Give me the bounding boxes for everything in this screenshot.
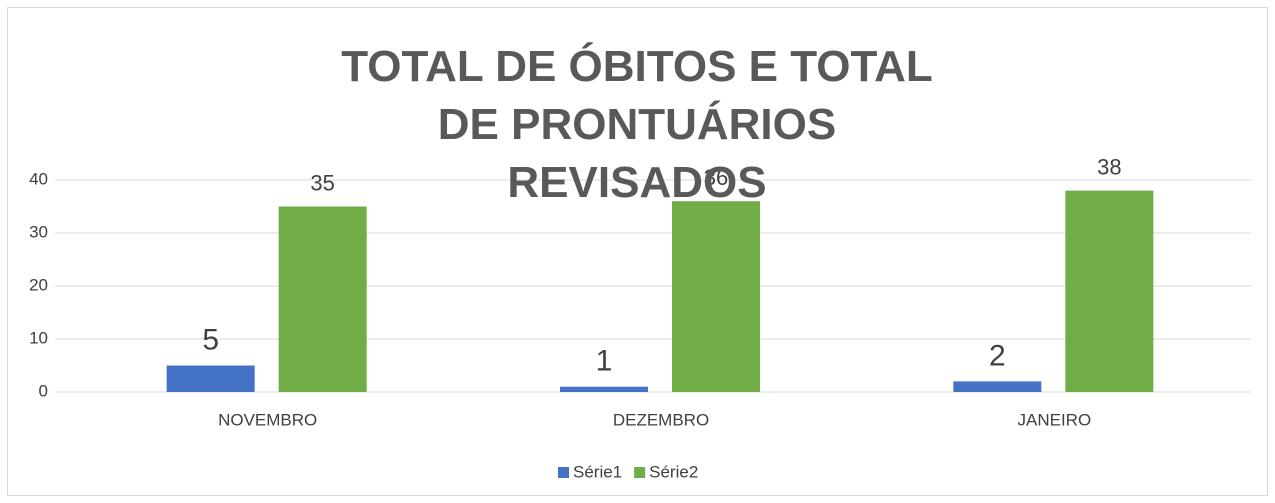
data-label: 2 <box>989 339 1006 372</box>
data-label: 1 <box>596 345 613 378</box>
legend-swatch <box>558 467 569 478</box>
y-tick-label: 10 <box>29 328 48 347</box>
bar <box>1065 190 1154 392</box>
bar <box>166 365 255 392</box>
y-tick-label: 30 <box>29 222 48 241</box>
data-label: 35 <box>310 170 334 195</box>
data-label: 38 <box>1097 154 1121 179</box>
x-tick-label: NOVEMBRO <box>218 410 317 429</box>
y-tick-label: 40 <box>29 169 48 188</box>
chart-border <box>7 7 1268 496</box>
legend-label: Série2 <box>649 462 698 481</box>
y-tick-label: 20 <box>29 275 48 294</box>
bar <box>672 201 760 392</box>
bar <box>278 206 367 392</box>
x-tick-label: JANEIRO <box>1017 410 1091 429</box>
data-label: 36 <box>704 165 728 190</box>
y-tick-label: 0 <box>39 381 48 400</box>
x-tick-label: DEZEMBRO <box>613 410 709 429</box>
bar <box>560 386 648 392</box>
legend-label: Série1 <box>573 462 622 481</box>
data-label: 5 <box>202 323 219 356</box>
chart-title: TOTAL DE ÓBITOS E TOTAL DE PRONTUÁRIOS R… <box>341 42 933 207</box>
bar <box>953 381 1042 392</box>
legend-swatch <box>634 467 646 478</box>
